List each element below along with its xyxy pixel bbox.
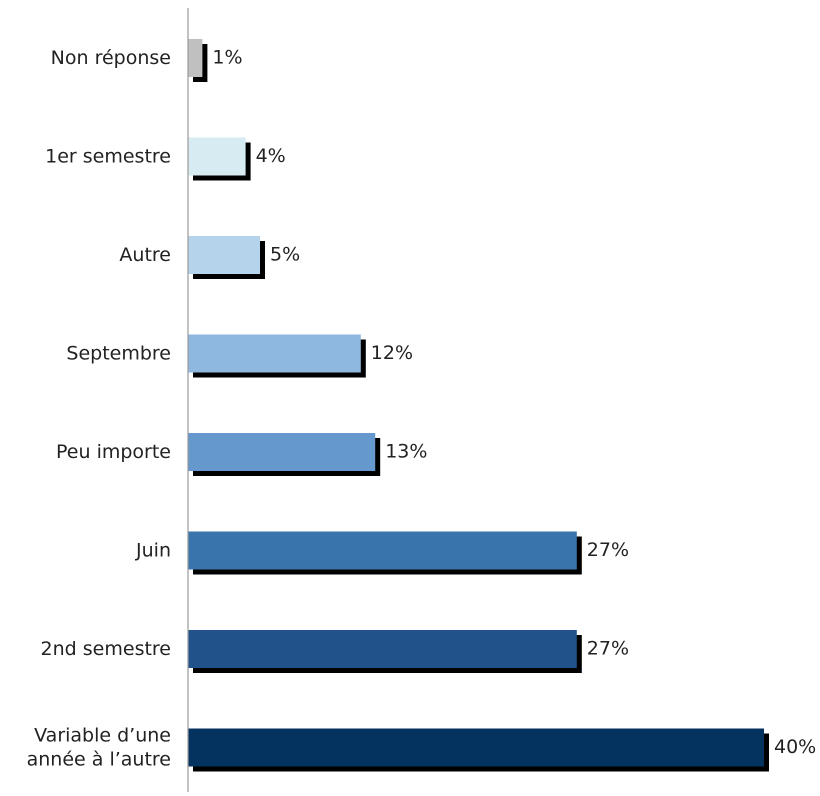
bar <box>188 433 376 471</box>
value-label: 5% <box>270 244 300 266</box>
value-label: 40% <box>774 736 816 758</box>
category-label: Peu importe <box>56 441 171 463</box>
category-label: 1er semestre <box>45 145 171 167</box>
category-label: Septembre <box>66 342 171 364</box>
bar <box>188 531 577 570</box>
bar <box>188 137 246 176</box>
category-label: Variable d’une année à l’autre <box>27 724 171 770</box>
value-label: 1% <box>212 47 242 69</box>
value-labels: 1% 4% 5% 12% 13% 27% 27% 40% <box>212 47 816 759</box>
category-label: Juin <box>135 539 171 561</box>
category-label: Autre <box>119 244 171 266</box>
value-label: 12% <box>371 342 413 364</box>
category-labels: Non réponse 1er semestre Autre Septembre Peu… <box>27 47 171 771</box>
value-label: 4% <box>256 145 286 167</box>
bar <box>188 728 764 767</box>
value-label: 27% <box>587 539 629 561</box>
value-label: 27% <box>587 638 629 660</box>
bar <box>188 236 260 274</box>
bars-group <box>188 39 769 772</box>
category-label: Non réponse <box>51 47 171 69</box>
category-label: 2nd semestre <box>41 638 171 660</box>
value-label: 13% <box>385 441 427 463</box>
bar <box>188 334 361 373</box>
bar <box>188 630 577 668</box>
bar <box>188 39 203 77</box>
